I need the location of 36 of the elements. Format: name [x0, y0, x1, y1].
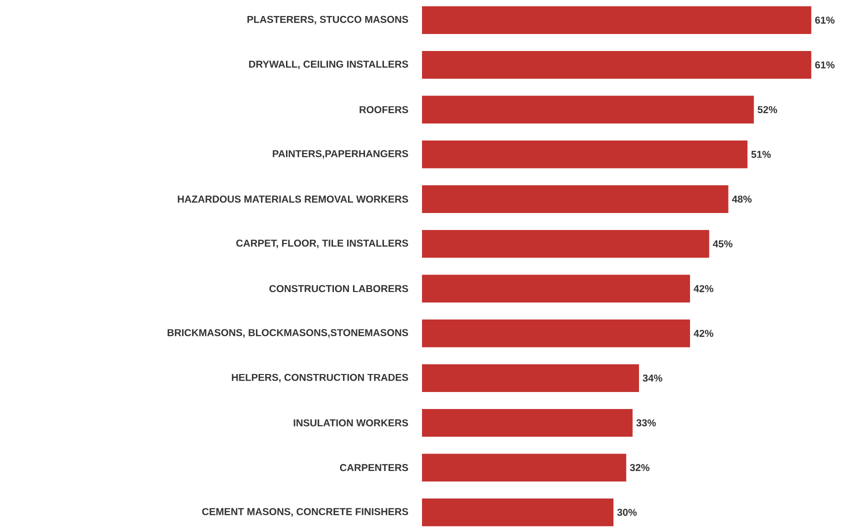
data-label: 34%	[642, 374, 662, 382]
bar	[422, 140, 748, 168]
bar	[422, 6, 812, 34]
bar	[422, 454, 626, 482]
y-tick-label: INSULATION WORKERS	[294, 419, 408, 426]
bar	[422, 364, 639, 392]
bar	[422, 96, 754, 124]
data-label: 30%	[617, 508, 637, 516]
y-tick-label: PLASTERERS, STUCCO MASONS	[247, 16, 408, 24]
bar	[422, 230, 710, 258]
data-label: 52%	[758, 106, 778, 114]
y-tick-label: DRYWALL, CEILING INSTALLERS	[249, 60, 408, 70]
bar	[422, 51, 812, 79]
bar	[422, 274, 690, 302]
bar	[422, 498, 614, 526]
y-tick-label: BRICKMASONS, BLOCKMASONS,STONEMASONS	[168, 329, 408, 338]
y-tick-label: CARPET, FLOOR, TILE INSTALLERS	[236, 240, 408, 248]
y-tick-label: CEMENT MASONS, CONCRETE FINISHERS	[202, 508, 408, 517]
bar	[422, 185, 728, 213]
data-label: 45%	[712, 240, 732, 248]
bar	[422, 408, 633, 437]
y-tick-label: CARPENTERS	[340, 464, 408, 472]
y-tick-label: PAINTERS,PAPERHANGERS	[272, 150, 408, 159]
data-label: 51%	[751, 150, 771, 158]
data-label: 61%	[815, 61, 835, 68]
y-tick-label: CONSTRUCTION LABORERS	[269, 285, 408, 292]
data-label: 32%	[630, 464, 650, 472]
data-label: 42%	[694, 285, 714, 292]
y-tick-label: ROOFERS	[360, 106, 408, 114]
data-label: 48%	[732, 196, 752, 203]
y-tick-label: HAZARDOUS MATERIALS REMOVAL WORKERS	[178, 196, 408, 203]
y-tick-label: HELPERS, CONSTRUCTION TRADES	[232, 374, 408, 382]
data-label: 61%	[815, 16, 835, 24]
data-label: 33%	[636, 419, 656, 426]
bar	[422, 319, 690, 348]
data-label: 42%	[694, 330, 714, 337]
